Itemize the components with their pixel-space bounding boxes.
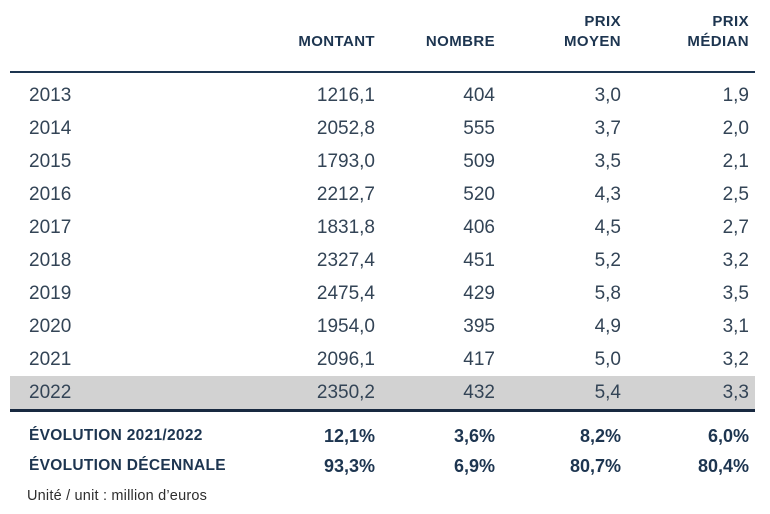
cell-prix-moyen: 4,9 xyxy=(594,315,621,337)
cell-nombre: 429 xyxy=(463,282,495,304)
cell-montant: 2052,8 xyxy=(316,117,375,139)
evolution-nombre: 3,6% xyxy=(453,425,495,446)
table-row: 2017 1831,8 406 4,5 2,7 xyxy=(10,211,755,244)
unit-footnote: Unité / unit : million d’euros xyxy=(27,488,208,504)
cell-nombre: 404 xyxy=(463,84,495,106)
cell-prix-median: 3,5 xyxy=(722,282,749,304)
table-body: 2013 1216,1 404 3,0 1,9 2014 2052,8 555 … xyxy=(10,72,755,412)
cell-prix-moyen: 5,4 xyxy=(501,376,627,412)
cell-montant: 1954,0 xyxy=(316,315,375,337)
cell-prix-median: 2,5 xyxy=(722,183,749,205)
evolution-montant: 12,1% xyxy=(323,425,375,446)
cell-prix-median: 3,2 xyxy=(722,348,749,370)
table-row: 2018 2327,4 451 5,2 3,2 xyxy=(10,244,755,277)
cell-prix-moyen: 5,8 xyxy=(594,282,621,304)
table-row: 2015 1793,0 509 3,5 2,1 xyxy=(10,145,755,178)
table-row: 2016 2212,7 520 4,3 2,5 xyxy=(10,178,755,211)
cell-year: 2017 xyxy=(29,216,72,238)
cell-montant: 1216,1 xyxy=(316,84,375,106)
cell-year: 2020 xyxy=(29,315,72,337)
header-prix-moyen: PRIX MOYEN xyxy=(501,0,627,73)
evolution-prix-median: 80,4% xyxy=(697,455,749,476)
evolution-prix-moyen: 80,7% xyxy=(569,455,621,476)
cell-prix-median: 2,0 xyxy=(722,117,749,139)
cell-nombre: 520 xyxy=(463,183,495,205)
cell-nombre: 451 xyxy=(463,249,495,271)
cell-prix-median: 3,3 xyxy=(627,376,755,412)
cell-year: 2018 xyxy=(29,249,72,271)
cell-prix-moyen: 4,3 xyxy=(594,183,621,205)
cell-nombre: 432 xyxy=(381,376,501,412)
header-prix-median: PRIX MÉDIAN xyxy=(627,0,755,73)
evolution-row: ÉVOLUTION DÉCENNALE 93,3% 6,9% 80,7% 80,… xyxy=(10,451,755,481)
header-nombre-label: NOMBRE xyxy=(425,32,495,50)
header-prix-moyen-label: MOYEN xyxy=(563,32,621,50)
evolution-section: ÉVOLUTION 2021/2022 12,1% 3,6% 8,2% 6,0%… xyxy=(10,411,755,482)
evolution-row: ÉVOLUTION 2021/2022 12,1% 3,6% 8,2% 6,0% xyxy=(10,411,755,452)
cell-nombre: 406 xyxy=(463,216,495,238)
header-row: MONTANT NOMBRE PRIX MOYEN PRIX MÉDIAN xyxy=(10,0,755,73)
evolution-montant: 93,3% xyxy=(323,455,375,476)
cell-prix-median: 3,2 xyxy=(722,249,749,271)
cell-montant: 2475,4 xyxy=(316,282,375,304)
header-year-empty xyxy=(10,0,170,73)
header-montant: MONTANT xyxy=(170,0,381,73)
evolution-label: ÉVOLUTION 2021/2022 xyxy=(29,427,203,444)
cell-year: 2021 xyxy=(29,348,72,370)
evolution-prix-moyen: 8,2% xyxy=(579,425,621,446)
cell-montant: 2350,2 xyxy=(170,376,381,412)
cell-year: 2014 xyxy=(29,117,72,139)
table-row-highlighted: 2022 2350,2 432 5,4 3,3 xyxy=(10,376,755,412)
table-row: 2019 2475,4 429 5,8 3,5 xyxy=(10,277,755,310)
evolution-prix-median: 6,0% xyxy=(707,425,749,446)
cell-nombre: 555 xyxy=(463,117,495,139)
cell-montant: 2327,4 xyxy=(316,249,375,271)
table-row: 2021 2096,1 417 5,0 3,2 xyxy=(10,343,755,376)
evolution-label: ÉVOLUTION DÉCENNALE xyxy=(29,457,226,474)
cell-prix-median: 2,1 xyxy=(722,150,749,172)
table-row: 2020 1954,0 395 4,9 3,1 xyxy=(10,310,755,343)
cell-year: 2016 xyxy=(29,183,72,205)
cell-year: 2022 xyxy=(10,376,170,412)
cell-prix-median: 3,1 xyxy=(722,315,749,337)
cell-prix-median: 1,9 xyxy=(722,84,749,106)
cell-montant: 1793,0 xyxy=(316,150,375,172)
table-header: MONTANT NOMBRE PRIX MOYEN PRIX MÉDIAN xyxy=(10,0,755,73)
header-prix-moyen-top: PRIX xyxy=(584,13,621,30)
cell-prix-moyen: 5,2 xyxy=(594,249,621,271)
cell-prix-moyen: 5,0 xyxy=(594,348,621,370)
evolution-nombre: 6,9% xyxy=(453,455,495,476)
header-nombre: NOMBRE xyxy=(381,0,501,73)
cell-montant: 2212,7 xyxy=(316,183,375,205)
cell-nombre: 395 xyxy=(463,315,495,337)
cell-prix-moyen: 4,5 xyxy=(594,216,621,238)
cell-year: 2015 xyxy=(29,150,72,172)
header-prix-median-label: MÉDIAN xyxy=(687,32,749,50)
cell-nombre: 417 xyxy=(463,348,495,370)
cell-montant: 1831,8 xyxy=(316,216,375,238)
cell-prix-moyen: 3,0 xyxy=(594,84,621,106)
cell-year: 2013 xyxy=(29,84,72,106)
header-prix-median-top: PRIX xyxy=(712,13,749,30)
cell-montant: 2096,1 xyxy=(316,348,375,370)
cell-prix-moyen: 3,7 xyxy=(594,117,621,139)
cell-year: 2019 xyxy=(29,282,72,304)
header-montant-label: MONTANT xyxy=(298,32,375,50)
table-row: 2013 1216,1 404 3,0 1,9 xyxy=(10,72,755,112)
data-table: MONTANT NOMBRE PRIX MOYEN PRIX MÉDIAN 20… xyxy=(10,0,755,481)
cell-prix-median: 2,7 xyxy=(722,216,749,238)
cell-prix-moyen: 3,5 xyxy=(594,150,621,172)
cell-nombre: 509 xyxy=(463,150,495,172)
table-row: 2014 2052,8 555 3,7 2,0 xyxy=(10,112,755,145)
